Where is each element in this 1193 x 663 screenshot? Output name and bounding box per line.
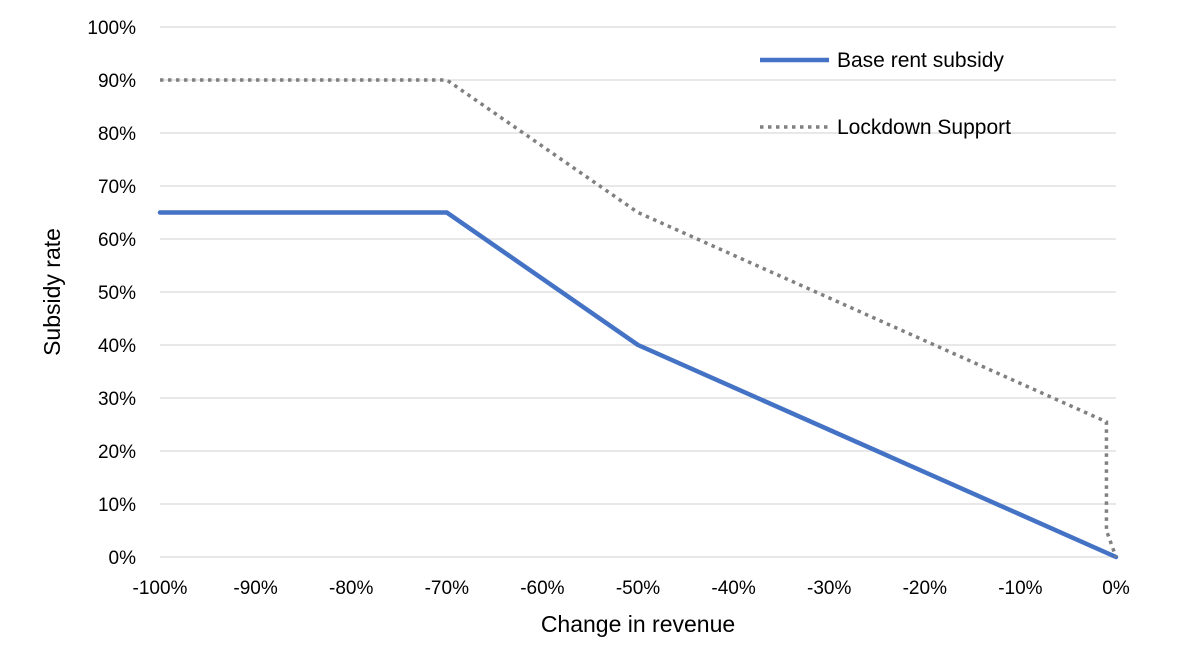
- y-tick-label: 70%: [98, 177, 136, 198]
- y-tick-label: 100%: [87, 18, 136, 39]
- gridlines: [160, 26, 1116, 558]
- legend-label-base-rent-subsidy: Base rent subsidy: [837, 49, 1004, 72]
- series-line-lockdown-support: [160, 78, 1118, 558]
- x-tick-label: -50%: [616, 578, 660, 599]
- series-lines: [157, 78, 1119, 560]
- x-tick-label: -80%: [329, 578, 373, 599]
- y-tick-label: 30%: [98, 389, 136, 410]
- x-tick-label: -20%: [903, 578, 947, 599]
- y-tick-label: 10%: [98, 495, 136, 516]
- y-tick-label: 0%: [109, 548, 137, 569]
- x-tick-label: -70%: [425, 578, 469, 599]
- x-tick-label: -60%: [520, 578, 564, 599]
- x-tick-label: -30%: [807, 578, 851, 599]
- y-axis-title: Subsidy rate: [39, 228, 65, 356]
- x-axis-title: Change in revenue: [541, 611, 735, 637]
- y-tick-label: 50%: [98, 283, 136, 304]
- series-line-base-rent-subsidy: [157, 210, 1119, 560]
- y-tick-label: 90%: [98, 71, 136, 92]
- x-tick-label: -10%: [998, 578, 1042, 599]
- x-tick-label: -90%: [233, 578, 277, 599]
- x-tick-label: 0%: [1102, 578, 1130, 599]
- y-tick-label: 20%: [98, 442, 136, 463]
- x-tick-label: -40%: [711, 578, 755, 599]
- y-tick-label: 60%: [98, 230, 136, 251]
- y-axis-ticks: 0% 10% 20% 30% 40% 50% 60% 70% 80% 90% 100%: [87, 18, 136, 569]
- y-tick-label: 40%: [98, 336, 136, 357]
- legend: Base rent subsidy Lockdown Support: [760, 49, 1011, 139]
- x-tick-label: -100%: [133, 578, 188, 599]
- legend-label-lockdown-support: Lockdown Support: [837, 116, 1011, 139]
- y-tick-label: 80%: [98, 124, 136, 145]
- x-axis-ticks: -100% -90% -80% -70% -60% -50% -40% -30% -20% -10…: [133, 578, 1130, 599]
